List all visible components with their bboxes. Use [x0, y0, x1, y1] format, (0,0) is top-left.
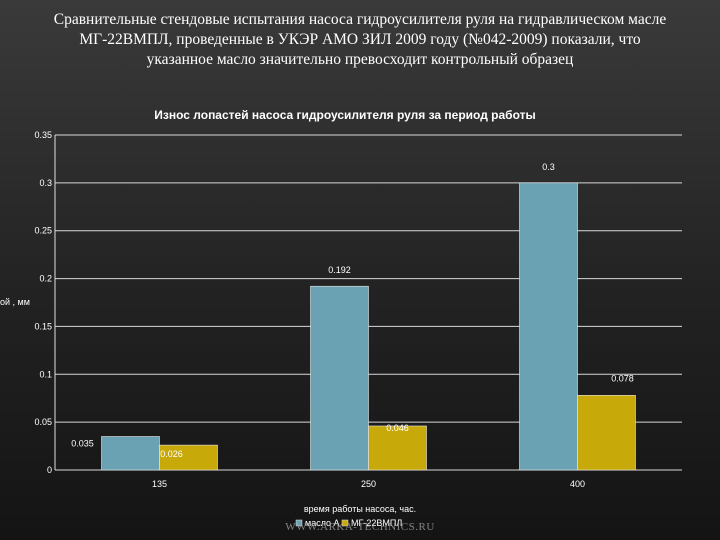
legend: масло А МГ-22ВМПЛ — [295, 518, 402, 528]
bar — [577, 395, 636, 471]
data-label: 0.046 — [386, 423, 409, 433]
x-tick-label: 400 — [570, 479, 585, 489]
bar — [368, 425, 427, 471]
data-label: 0.035 — [71, 439, 94, 449]
watermark-text: WWW.ARKA-TECHNICS.RU — [285, 521, 435, 533]
x-tick-label: 135 — [152, 479, 167, 489]
y-tick-label: 0.35 — [34, 130, 52, 140]
y-tick-label: 0.2 — [39, 274, 52, 284]
heading-line-2: МГ-22ВМПЛ, проведенные в УКЭР АМО ЗИЛ 20… — [79, 31, 641, 48]
legend-swatch — [295, 519, 303, 527]
y-tick-label: 0 — [47, 465, 52, 475]
y-tick-label: 0.3 — [39, 178, 52, 188]
data-label: 0.192 — [328, 265, 351, 275]
data-label: 0.026 — [160, 449, 183, 459]
bar — [310, 285, 369, 471]
x-tick-labels: 135 250 400 — [152, 479, 585, 489]
y-tick-label: 0.15 — [34, 321, 52, 331]
x-axis-label: время работы насоса, час. — [304, 504, 416, 514]
y-tick-label: 0.25 — [34, 226, 52, 236]
heading-line-1: Сравнительные стендовые испытания насоса… — [53, 11, 667, 28]
y-tick-label: 0.05 — [34, 417, 52, 427]
y-axis-label: ой , мм — [0, 297, 30, 307]
data-label: 0.078 — [611, 373, 634, 383]
bar — [101, 436, 160, 471]
bars — [101, 182, 636, 471]
slide-heading: Сравнительные стендовые испытания насоса… — [20, 10, 700, 70]
legend-label: масло А — [305, 518, 340, 528]
y-tick-labels: 0 0.05 0.1 0.15 0.2 0.25 0.3 0.35 — [34, 130, 52, 475]
legend-swatch — [341, 519, 349, 527]
heading-line-3: указанное масло значительно превосходит … — [146, 51, 574, 68]
bar — [519, 182, 578, 471]
legend-label: МГ-22ВМПЛ — [351, 518, 402, 528]
bar — [159, 444, 218, 471]
x-tick-label: 250 — [361, 479, 376, 489]
data-labels: 0.035 0.026 0.192 0.046 0.3 0.078 — [71, 162, 634, 459]
data-label: 0.3 — [542, 162, 555, 172]
y-tick-label: 0.1 — [39, 369, 52, 379]
chart-title: Износ лопастей насоса гидроусилителя рул… — [154, 108, 535, 122]
